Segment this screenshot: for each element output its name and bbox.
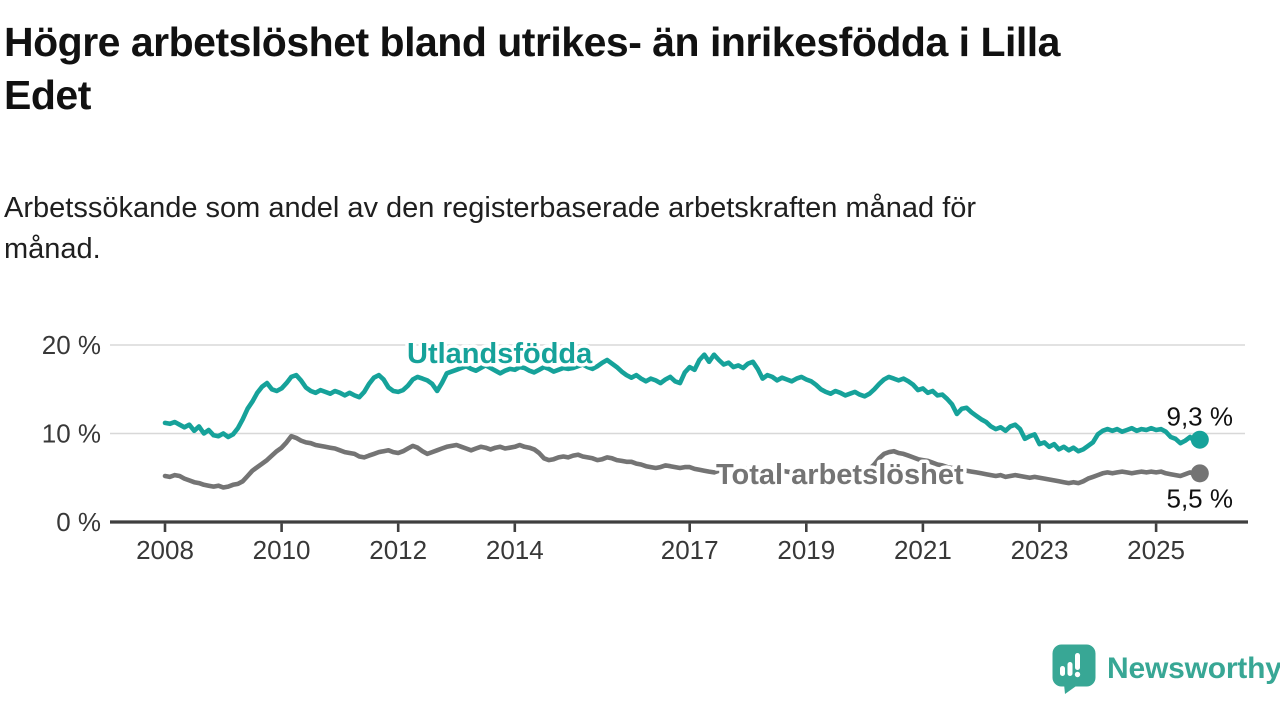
series-end-dot (1190, 430, 1209, 449)
page-title-line1: Högre arbetslöshet bland utrikes- än inr… (4, 19, 1060, 65)
end-value-label: 9,3 % (1167, 402, 1234, 432)
x-axis-tick-label: 2010 (253, 535, 311, 565)
newsworthy-bar-chart-speech-bubble-icon (1052, 644, 1096, 694)
chart-subtitle: Arbetssökande som andel av den registerb… (4, 188, 1224, 270)
series-label-total-arbetsl-shet: Total arbetslöshet (716, 459, 964, 491)
series-end-dot (1190, 464, 1209, 483)
x-axis-tick-label: 2008 (136, 535, 194, 565)
x-axis-tick-label: 2012 (369, 535, 427, 565)
page-title: Högre arbetslöshet bland utrikes- än inr… (4, 16, 1266, 122)
end-value-label: 5,5 % (1167, 483, 1234, 513)
x-axis-tick-label: 2017 (661, 535, 719, 565)
y-axis-tick-label: 20 % (42, 330, 101, 360)
series-label-utlandsf-dda: Utlandsfödda (407, 338, 593, 370)
unemployment-line-chart: 0 % 10 % 20 % 2008 2010 2012 2014 2017 2019 2021 2… (42, 330, 1248, 565)
x-axis-tick-label: 2021 (894, 535, 952, 565)
newsworthy-logo-text: Newsworthy (1107, 652, 1280, 685)
series-line-total-arbetsl-shet (162, 433, 1203, 490)
y-axis-tick-label: 0 % (56, 507, 101, 537)
chart-subtitle-line1: Arbetssökande som andel av den registerb… (4, 192, 977, 224)
y-axis-tick-label: 10 % (42, 419, 101, 449)
x-axis-tick-label: 2019 (777, 535, 835, 565)
x-axis-tick-label: 2014 (486, 535, 544, 565)
page-title-line2: Edet (4, 72, 91, 118)
series-line-utlandsf-dda (162, 352, 1203, 454)
chart-subtitle-line2: månad. (4, 233, 101, 265)
x-axis-tick-label: 2025 (1127, 535, 1185, 565)
x-axis-tick-label: 2023 (1011, 535, 1069, 565)
newsworthy-logo: Newsworthy (1052, 644, 1280, 694)
